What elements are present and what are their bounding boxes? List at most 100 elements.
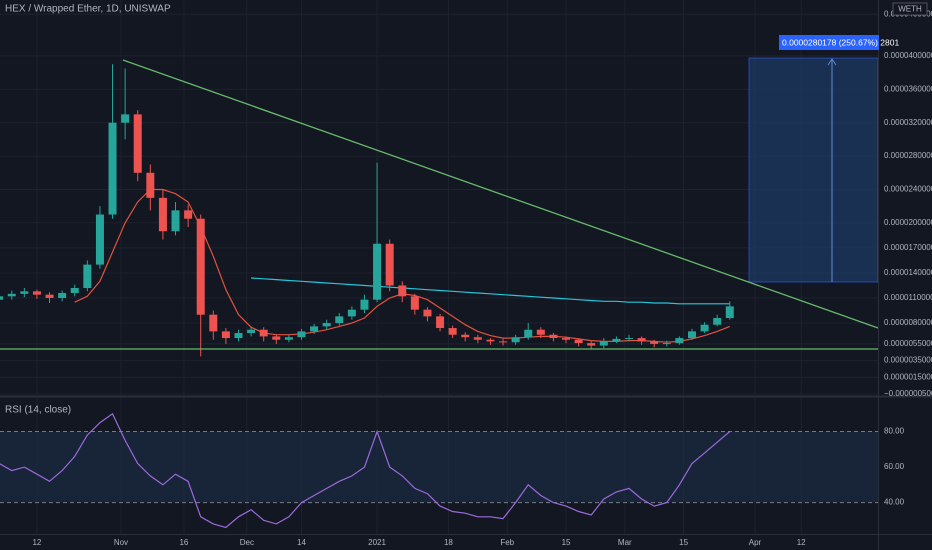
candle-body [687,331,696,339]
x-tick-label: 12 [32,538,41,547]
candle-body [436,316,445,329]
candle-body [196,218,205,315]
candle-body [675,338,684,344]
candle-body [725,306,734,319]
candle-body [524,329,533,338]
marks [0,64,734,529]
y-tick-label: 0.0000140000 [884,268,932,277]
candle-body [562,338,571,340]
candle-body [45,294,54,299]
x-tick-label: Apr [749,538,762,547]
measure-box [748,57,879,283]
candle-body [83,264,92,288]
x-tick-label: Mar [618,538,632,547]
candle-body [0,296,4,300]
candle-body [347,309,356,317]
x-tick-label: 15 [562,538,571,547]
x-tick-label: 16 [179,538,188,547]
y-tick-label: 0.0000110000 [884,293,932,302]
candle-body [499,341,508,343]
candle-body [536,329,545,335]
candle-body [171,210,180,232]
y-tick-label: 60.00 [884,462,905,471]
moving-average [251,277,730,305]
y-tick-label: 0.0000280000 [884,151,932,160]
rsi-band [0,431,878,503]
grid [0,0,878,534]
candle-body [284,337,293,340]
candle-body [398,285,407,297]
candle-body [625,338,634,340]
y-tick-label: 0.0000055000 [884,339,932,348]
candle-body [247,329,256,334]
y-tick-label: 40.00 [884,498,905,507]
rsi-title: RSI (14, close) [5,405,71,416]
axes: 12 Nov 16 Dec 14 2021 18 Feb 15 Mar 15 Apr 12 0.00004… [32,9,932,547]
x-tick-label: Dec [240,538,254,547]
x-tick-label: 14 [297,538,306,547]
candle-body [95,214,104,265]
trendline [122,59,879,329]
candle-body [385,243,394,286]
candle-body [587,343,596,346]
candle-body [461,334,470,338]
y-tick-label: 0.0000200000 [884,218,932,227]
y-tick-label: 0.0000035000 [884,356,932,365]
y-tick-label: 0.0000360000 [884,84,932,93]
x-tick-label: 18 [444,538,453,547]
currency: WETH [898,5,922,14]
candle-body [486,339,495,342]
candle-body [221,331,230,339]
y-tick-label: 80.00 [884,427,905,436]
candle-body [7,293,16,297]
x-tick-label: 15 [679,538,688,547]
chart-title: HEX / Wrapped Ether, 1D, UNISWAP [5,4,171,15]
candle-body [650,341,659,344]
y-tick-label: −0.0000005000 [884,389,932,398]
candle-body [360,299,369,310]
candle-body [423,309,432,317]
y-tick-label: 0.0000320000 [884,118,932,127]
candle-body [322,323,331,327]
candle-body [297,331,306,338]
y-tick-label: 0.0000170000 [884,243,932,252]
y-tick-label: 0.0000080000 [884,318,932,327]
candle-body [70,287,79,293]
candle-body [310,326,319,332]
candle-body [58,292,67,299]
candle-body [448,328,457,335]
x-tick-label: Feb [500,538,514,547]
currency-box [892,2,928,16]
candle-body [121,114,130,123]
candle-body [259,329,268,337]
candle-body [599,341,608,346]
y-tick-label: 0.0000240000 [884,185,932,194]
candle-body [20,291,29,294]
candle-body [574,339,583,344]
candle-body [612,338,621,342]
measure-label-box [779,35,879,50]
candle-body [209,314,218,332]
candle-body [511,337,520,343]
candle-body [549,334,558,339]
candle-body [133,114,142,173]
candle-body [713,318,722,325]
measure-label: 0.0000280178 (250.67%) 2801 [782,37,899,47]
rsi-line [0,412,731,529]
x-tick-label: Nov [114,538,128,547]
candle-body [158,197,167,232]
measure-arrow-head [827,58,837,66]
candle-body [335,316,344,324]
y-tick-label: 0.0000015000 [884,372,932,381]
candle-body [272,336,281,340]
x-tick-label: 12 [797,538,806,547]
candle-body [373,243,382,300]
candle-body [410,296,419,310]
y-tick-label: 0.0000400000 [884,51,932,60]
candle-body [32,291,41,295]
candle-body [184,210,193,219]
candle-body [234,333,243,339]
candle-body [146,172,155,198]
